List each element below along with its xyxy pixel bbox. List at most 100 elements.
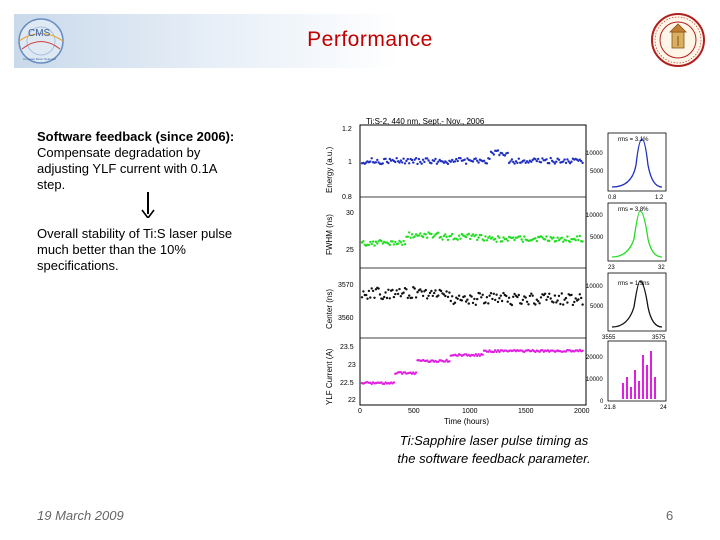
hist-tick: 5000 bbox=[590, 169, 604, 175]
histogram-frame bbox=[607, 340, 667, 402]
series-point bbox=[580, 159, 583, 163]
series-point bbox=[387, 161, 390, 165]
series-point bbox=[570, 293, 573, 297]
series-point bbox=[412, 161, 415, 164]
header-banner bbox=[14, 14, 656, 68]
series-point bbox=[376, 158, 379, 162]
series-point bbox=[448, 291, 451, 294]
bullet-line: step. bbox=[37, 177, 66, 192]
series-point bbox=[366, 297, 369, 300]
series-point bbox=[531, 294, 534, 297]
series-point bbox=[496, 149, 500, 152]
series-point bbox=[426, 297, 429, 300]
series-point bbox=[521, 298, 525, 302]
series-point bbox=[553, 294, 557, 297]
series-point bbox=[374, 240, 378, 243]
series-point bbox=[556, 236, 559, 239]
series-point bbox=[506, 151, 509, 155]
series-point bbox=[441, 238, 444, 241]
series-point bbox=[535, 298, 538, 301]
series-point bbox=[563, 158, 566, 161]
series-point bbox=[471, 233, 475, 236]
series-point bbox=[574, 239, 577, 242]
rms-label: rms = 1.9ns bbox=[618, 281, 650, 287]
cms-logo: CMS Compact Muon Solenoid bbox=[18, 18, 64, 64]
series-point bbox=[453, 160, 457, 163]
y-tick: 0.8 bbox=[342, 194, 352, 201]
series-point bbox=[581, 161, 584, 165]
series-point bbox=[416, 162, 419, 166]
series-point bbox=[502, 236, 505, 239]
series-point bbox=[494, 237, 497, 241]
series-point bbox=[471, 301, 475, 305]
histogram-ylf bbox=[622, 351, 656, 399]
series-point bbox=[494, 298, 497, 302]
hist-tick: 10000 bbox=[586, 284, 603, 290]
series-point bbox=[408, 231, 411, 234]
series-point bbox=[424, 288, 427, 292]
figure-title: Ti:S-2, 440 nm, Sept.- Nov., 2006 bbox=[366, 117, 485, 126]
series-point bbox=[514, 160, 518, 163]
y-tick: 23 bbox=[348, 362, 356, 369]
series-point bbox=[417, 157, 421, 161]
series-point bbox=[402, 157, 405, 160]
histogram-frame bbox=[607, 272, 667, 332]
series-point bbox=[557, 294, 561, 298]
series-point bbox=[578, 293, 581, 296]
series-point bbox=[466, 157, 469, 160]
series-point bbox=[528, 294, 532, 298]
series-point bbox=[451, 232, 454, 236]
y-axis-label: FWHM (ns) bbox=[325, 214, 334, 255]
series-point bbox=[464, 235, 468, 239]
series-point bbox=[488, 157, 491, 161]
hist-tick: 0 bbox=[600, 399, 604, 405]
series-point bbox=[466, 298, 469, 301]
hist-tick: 20000 bbox=[586, 355, 603, 361]
series-point bbox=[471, 160, 475, 163]
series-point bbox=[419, 232, 422, 235]
series-point bbox=[413, 235, 416, 238]
series-point bbox=[391, 240, 394, 243]
series-point bbox=[387, 288, 390, 291]
series-point bbox=[370, 157, 373, 160]
slide-title: Performance bbox=[307, 28, 433, 51]
series-point bbox=[581, 303, 584, 306]
series-point bbox=[410, 296, 414, 299]
cms-logo-text: CMS bbox=[28, 28, 51, 39]
series-point bbox=[557, 239, 561, 242]
series-point bbox=[403, 243, 407, 246]
series-point bbox=[360, 296, 364, 299]
series-point bbox=[541, 157, 544, 160]
series-point bbox=[394, 240, 397, 244]
series-point bbox=[388, 157, 391, 161]
series-point bbox=[374, 161, 378, 164]
series-point bbox=[568, 162, 572, 165]
series-point bbox=[459, 157, 462, 160]
series-point bbox=[401, 243, 404, 246]
series-point bbox=[509, 160, 512, 163]
cms-logo-caption: Compact Muon Solenoid bbox=[23, 57, 56, 61]
series-point bbox=[439, 235, 443, 239]
series-point bbox=[456, 297, 459, 300]
series-point bbox=[420, 290, 423, 293]
series-point bbox=[423, 160, 426, 164]
series-point bbox=[406, 235, 409, 238]
series-point bbox=[482, 159, 486, 162]
series-point bbox=[512, 160, 515, 164]
series-point bbox=[421, 294, 425, 298]
series-point bbox=[426, 157, 429, 160]
series-point bbox=[502, 291, 505, 295]
series-point bbox=[552, 160, 555, 164]
series-point bbox=[534, 237, 537, 240]
series-point bbox=[545, 298, 548, 301]
series-point bbox=[478, 354, 482, 357]
series-point bbox=[480, 233, 483, 237]
series-point bbox=[430, 289, 433, 293]
series-point bbox=[428, 291, 432, 295]
series-point bbox=[527, 303, 530, 306]
series-point bbox=[413, 287, 416, 290]
series-point bbox=[435, 162, 439, 165]
series-point bbox=[399, 371, 402, 374]
series-point bbox=[574, 297, 577, 300]
histogram-center bbox=[611, 280, 663, 328]
